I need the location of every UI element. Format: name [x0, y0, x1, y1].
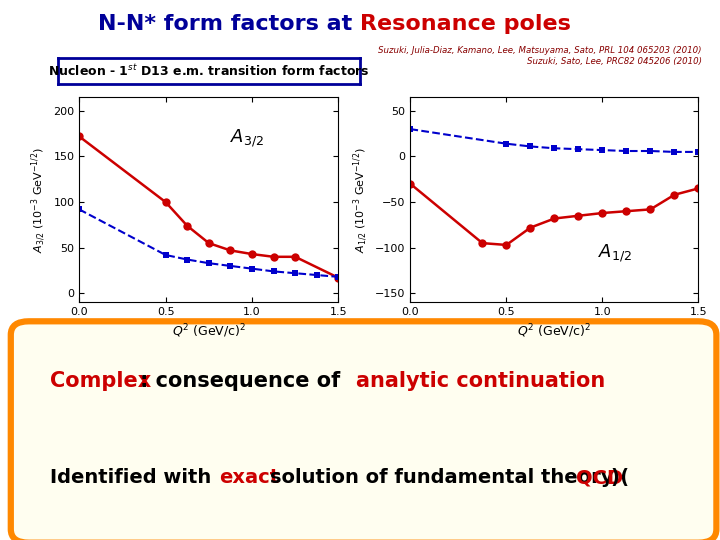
Text: analytic continuation: analytic continuation [356, 370, 606, 391]
Text: $A_{3/2}$: $A_{3/2}$ [230, 127, 264, 149]
Text: ): ) [611, 468, 619, 488]
Text: solution of fundamental theory (: solution of fundamental theory ( [270, 468, 629, 488]
Text: $A_{1/2}$: $A_{1/2}$ [598, 242, 631, 264]
Text: : consequence of: : consequence of [140, 370, 341, 391]
Text: Suzuki, Julia-Diaz, Kamano, Lee, Matsuyama, Sato, PRL 104 065203 (2010): Suzuki, Julia-Diaz, Kamano, Lee, Matsuya… [379, 46, 702, 55]
Text: Suzuki, Sato, Lee, PRC82 045206 (2010): Suzuki, Sato, Lee, PRC82 045206 (2010) [527, 57, 702, 66]
Text: Identified with: Identified with [50, 468, 212, 488]
Y-axis label: $A_{1/2}$ ($10^{-3}$ GeV$^{-1/2}$): $A_{1/2}$ ($10^{-3}$ GeV$^{-1/2}$) [351, 147, 369, 253]
Text: QCD: QCD [576, 468, 623, 488]
Text: Resonance poles: Resonance poles [360, 14, 571, 33]
FancyBboxPatch shape [11, 321, 716, 540]
Text: exact: exact [220, 468, 280, 488]
Text: N-N* form factors at: N-N* form factors at [98, 14, 360, 33]
Y-axis label: $A_{3/2}$ ($10^{-3}$ GeV$^{-1/2}$): $A_{3/2}$ ($10^{-3}$ GeV$^{-1/2}$) [29, 147, 48, 253]
X-axis label: $Q^2$ (GeV/c)$^2$: $Q^2$ (GeV/c)$^2$ [172, 323, 246, 340]
X-axis label: $Q^2$ (GeV/c)$^2$: $Q^2$ (GeV/c)$^2$ [518, 323, 591, 340]
Text: Complex: Complex [50, 370, 152, 391]
Text: Nucleon - 1$^{st}$ D13 e.m. transition form factors: Nucleon - 1$^{st}$ D13 e.m. transition f… [48, 63, 369, 78]
